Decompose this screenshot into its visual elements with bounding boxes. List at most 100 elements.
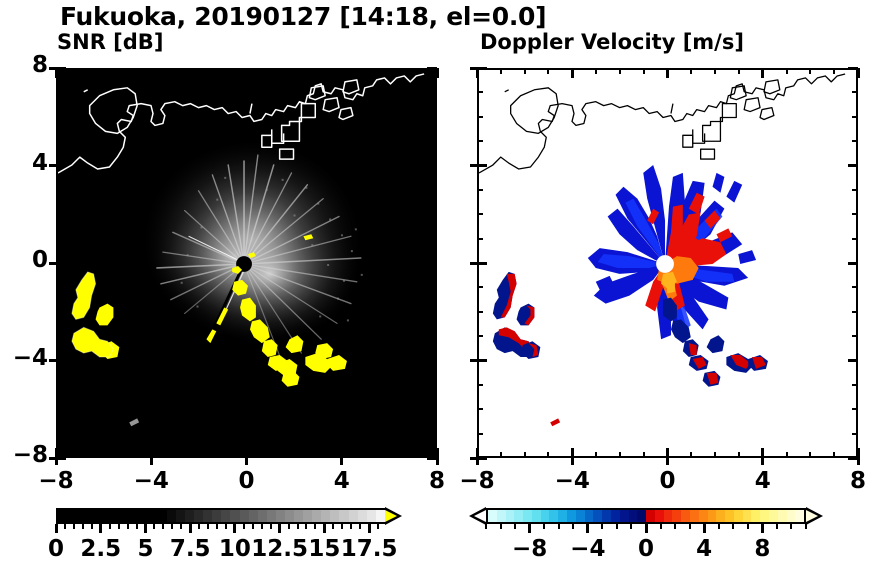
y-tick: [848, 164, 858, 167]
colorbar-swatch: [716, 510, 726, 522]
y-tick-outer: [49, 359, 56, 362]
colorbar-swatch: [488, 510, 497, 522]
y-tick: [56, 310, 62, 313]
y-tick: [431, 115, 437, 118]
x-tick: [78, 68, 81, 74]
x-tick: [856, 448, 860, 458]
x-axis-label: 4: [754, 468, 771, 494]
x-tick: [499, 452, 502, 458]
x-tick: [595, 452, 598, 458]
colorbar-swatch: [531, 510, 541, 522]
x-axis-label: −8: [459, 468, 495, 494]
x-tick: [364, 68, 367, 74]
doppler-colorbar-minor-tick: [674, 524, 677, 529]
x-tick: [54, 448, 58, 458]
doppler-colorbar-minor-tick: [557, 524, 560, 529]
x-tick: [570, 448, 574, 458]
x-tick: [785, 68, 788, 74]
x-tick: [618, 452, 621, 458]
x-tick: [737, 452, 740, 458]
colorbar-swatch: [230, 510, 240, 522]
y-tick: [852, 310, 858, 313]
snr-colorbar-minor-tick: [332, 524, 335, 529]
y-tick: [852, 335, 858, 338]
snr-colorbar-gradient[interactable]: [56, 508, 387, 524]
y-tick: [431, 91, 437, 94]
colorbar-swatch: [707, 510, 717, 522]
colorbar-swatch: [221, 510, 231, 522]
x-tick: [197, 452, 200, 458]
snr-colorbar-minor-tick: [171, 524, 174, 529]
snr-colorbar-minor-tick: [287, 524, 290, 529]
colorbar-swatch: [176, 510, 186, 522]
x-tick: [809, 452, 812, 458]
colorbar-swatch: [523, 510, 532, 522]
y-tick: [852, 286, 858, 289]
y-tick: [477, 359, 487, 362]
colorbar-swatch: [637, 510, 647, 522]
colorbar-swatch: [742, 510, 752, 522]
doppler-colorbar-gradient[interactable]: [486, 508, 806, 524]
snr-colorbar-minor-tick: [180, 524, 183, 529]
doppler-colorbar-minor-tick: [514, 524, 517, 529]
snr-colorbar-label: 2.5: [80, 536, 122, 562]
x-axis-label: −4: [133, 468, 169, 494]
x-tick-outer: [435, 458, 439, 465]
doppler-colorbar-minor-tick: [659, 524, 662, 529]
colorbar-swatch: [575, 510, 585, 522]
y-tick: [477, 213, 483, 216]
x-tick: [78, 452, 81, 458]
x-tick: [761, 448, 765, 458]
colorbar-swatch: [584, 510, 594, 522]
colorbar-swatch: [130, 510, 140, 522]
doppler-colorbar-label: 8: [754, 536, 771, 562]
snr-colorbar-max-arrow-fill: [385, 510, 397, 522]
x-tick-outer: [475, 458, 479, 465]
colorbar-swatch: [121, 510, 131, 522]
snr-colorbar-label: 5: [137, 536, 154, 562]
x-tick: [54, 68, 58, 78]
x-tick-outer: [340, 458, 344, 465]
x-tick: [293, 68, 296, 74]
doppler-plot-panel[interactable]: [477, 68, 858, 458]
x-tick: [316, 452, 319, 458]
colorbar-swatch: [558, 510, 568, 522]
colorbar-swatch: [212, 510, 222, 522]
y-axis-label: −8: [12, 442, 48, 468]
y-tick: [477, 286, 483, 289]
colorbar-swatch: [610, 510, 620, 522]
colorbar-swatch: [366, 510, 376, 522]
colorbar-swatch: [157, 510, 167, 522]
colorbar-swatch: [751, 510, 761, 522]
x-tick: [174, 68, 177, 74]
colorbar-swatch: [567, 510, 576, 522]
doppler-colorbar-tick: [528, 524, 532, 533]
y-tick: [56, 140, 62, 143]
x-tick: [149, 448, 153, 458]
y-tick: [848, 261, 858, 265]
y-tick: [848, 359, 858, 362]
x-tick: [435, 448, 439, 458]
y-tick: [431, 408, 437, 411]
x-tick: [102, 452, 105, 458]
y-tick: [477, 140, 483, 143]
snr-colorbar-minor-tick: [72, 524, 75, 529]
y-tick-outer: [49, 261, 56, 265]
colorbar-swatch: [496, 510, 506, 522]
x-tick: [690, 68, 693, 74]
snr-colorbar-minor-tick: [108, 524, 111, 529]
x-tick: [714, 452, 717, 458]
y-tick-outer: [49, 456, 56, 460]
x-tick: [364, 452, 367, 458]
y-tick: [431, 335, 437, 338]
snr-colorbar-minor-tick: [269, 524, 272, 529]
snr-colorbar-minor-tick: [216, 524, 219, 529]
y-tick: [56, 66, 66, 70]
y-tick: [852, 237, 858, 240]
x-tick: [412, 452, 415, 458]
doppler-colorbar-minor-tick: [572, 524, 575, 529]
y-tick-outer: [49, 66, 56, 70]
x-tick: [388, 452, 391, 458]
snr-colorbar-label: 10: [218, 536, 251, 562]
snr-plot-panel[interactable]: [56, 68, 437, 458]
